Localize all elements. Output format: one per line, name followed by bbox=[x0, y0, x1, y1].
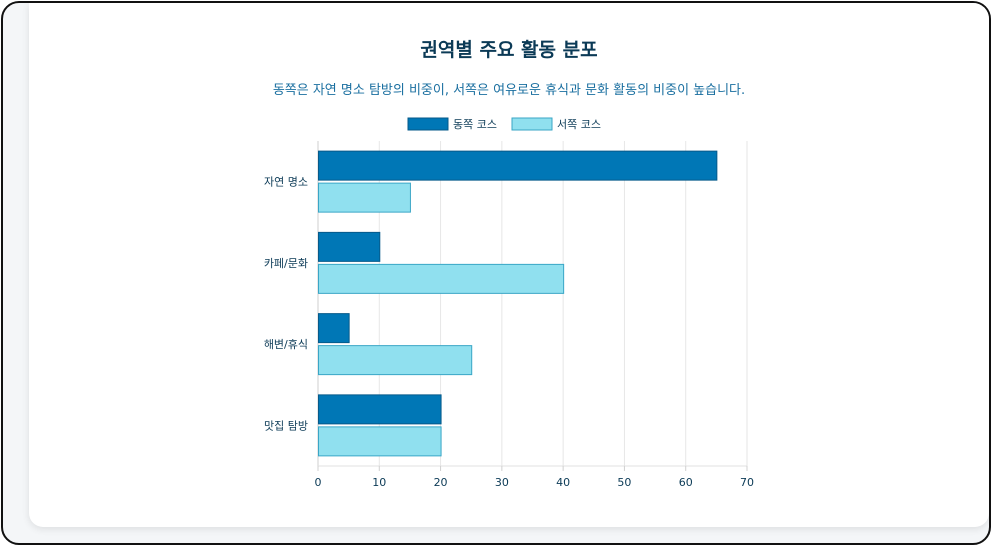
chart-title: 권역별 주요 활동 분포 bbox=[420, 39, 598, 61]
x-tick-label: 70 bbox=[740, 476, 754, 489]
bar-west-1 bbox=[318, 263, 565, 294]
legend-label: 동쪽 코스 bbox=[453, 118, 497, 131]
bar-east-0 bbox=[318, 150, 718, 181]
x-tick-label: 30 bbox=[495, 476, 509, 489]
legend-swatch bbox=[511, 117, 553, 131]
bar-west-0 bbox=[318, 182, 411, 213]
x-tick-label: 40 bbox=[556, 476, 570, 489]
y-tick-label: 해변/휴식 bbox=[264, 337, 308, 351]
x-tick-label: 20 bbox=[434, 476, 448, 489]
bar-east-3 bbox=[318, 394, 442, 425]
bars bbox=[318, 150, 718, 457]
bar-west-2 bbox=[318, 345, 473, 376]
x-tick-label: 10 bbox=[372, 476, 386, 489]
bar-east-1 bbox=[318, 231, 381, 262]
bar-east-2 bbox=[318, 313, 350, 344]
bar-west-3 bbox=[318, 426, 442, 457]
chart-subtitle: 동쪽은 자연 명소 탐방의 비중이, 서쪽은 여유로운 휴식과 문화 활동의 비… bbox=[272, 83, 746, 98]
legend: 동쪽 코스 서쪽 코스 bbox=[407, 117, 601, 131]
y-tick-label: 카페/문화 bbox=[264, 257, 308, 270]
legend-label: 서쪽 코스 bbox=[557, 118, 601, 131]
y-tick-label: 자연 명소 bbox=[264, 176, 308, 189]
x-tick-label: 50 bbox=[617, 476, 631, 489]
x-tick-label: 60 bbox=[679, 476, 693, 489]
y-tick-label: 맛집 탐방 bbox=[264, 419, 308, 432]
legend-swatch bbox=[407, 117, 449, 131]
x-tick-label: 0 bbox=[315, 476, 322, 489]
